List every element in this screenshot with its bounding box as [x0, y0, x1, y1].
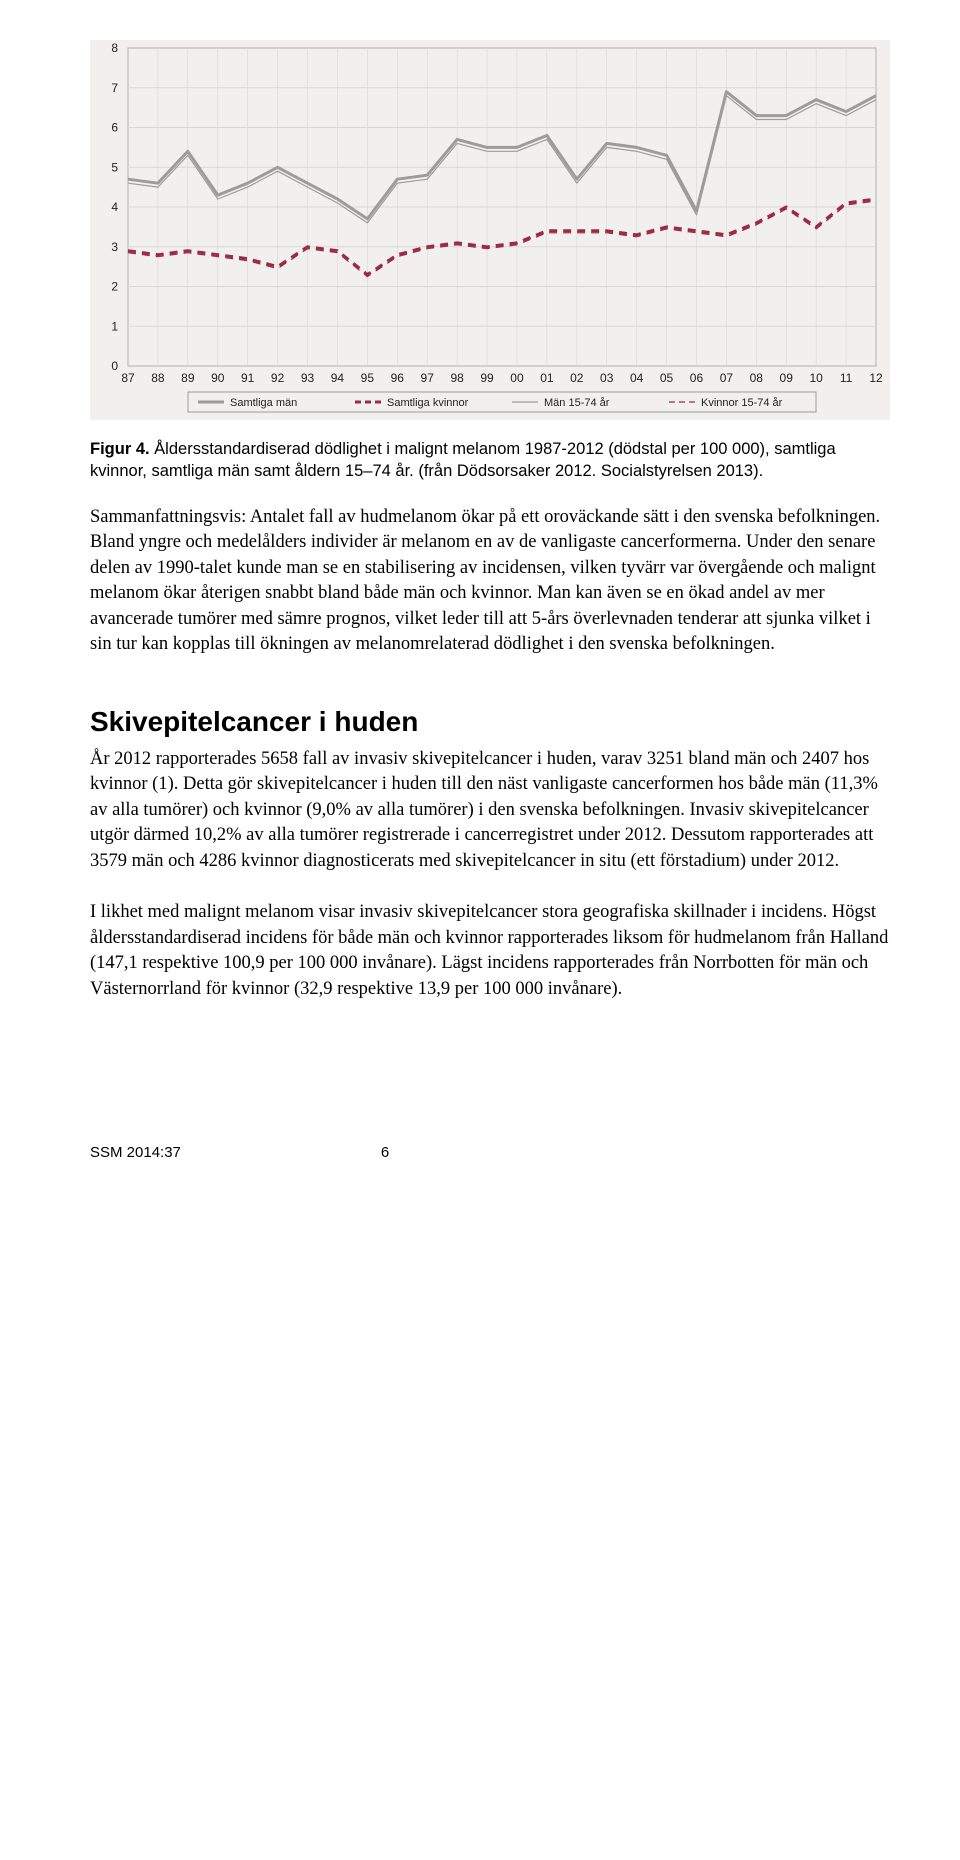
- svg-text:Kvinnor 15-74 år: Kvinnor 15-74 år: [701, 397, 783, 409]
- svg-text:00: 00: [510, 371, 524, 385]
- svg-text:11: 11: [840, 371, 853, 385]
- svg-text:87: 87: [121, 371, 135, 385]
- body-paragraph-3: I likhet med malignt melanom visar invas…: [90, 900, 890, 1002]
- svg-text:07: 07: [720, 371, 734, 385]
- section-heading-skivepitelcancer: Skivepitelcancer i huden: [90, 702, 890, 741]
- svg-text:96: 96: [391, 371, 405, 385]
- svg-text:91: 91: [241, 371, 255, 385]
- svg-text:Män 15-74 år: Män 15-74 år: [544, 397, 610, 409]
- svg-text:09: 09: [780, 371, 794, 385]
- figure-label: Figur 4.: [90, 440, 150, 458]
- body-paragraph-2: År 2012 rapporterades 5658 fall av invas…: [90, 747, 890, 875]
- svg-text:12: 12: [869, 371, 883, 385]
- svg-text:4: 4: [111, 200, 118, 214]
- svg-text:8: 8: [111, 41, 118, 55]
- svg-text:95: 95: [361, 371, 375, 385]
- svg-text:05: 05: [660, 371, 674, 385]
- svg-text:94: 94: [331, 371, 345, 385]
- document-id: SSM 2014:37: [90, 1142, 181, 1163]
- svg-text:06: 06: [690, 371, 704, 385]
- svg-text:90: 90: [211, 371, 225, 385]
- svg-text:93: 93: [301, 371, 315, 385]
- svg-text:6: 6: [111, 121, 118, 135]
- svg-text:92: 92: [271, 371, 285, 385]
- svg-text:99: 99: [480, 371, 494, 385]
- svg-text:1: 1: [111, 319, 118, 333]
- svg-text:97: 97: [421, 371, 435, 385]
- svg-text:02: 02: [570, 371, 584, 385]
- svg-text:01: 01: [540, 371, 554, 385]
- svg-text:08: 08: [750, 371, 764, 385]
- svg-text:88: 88: [151, 371, 165, 385]
- svg-text:89: 89: [181, 371, 195, 385]
- summary-paragraph: Sammanfattningsvis: Antalet fall av hudm…: [90, 505, 890, 658]
- figure-caption: Figur 4. Åldersstandardiserad dödlighet …: [90, 438, 890, 483]
- svg-text:7: 7: [111, 81, 118, 95]
- svg-text:10: 10: [809, 371, 823, 385]
- svg-text:Samtliga män: Samtliga män: [230, 397, 297, 409]
- page-footer: SSM 2014:37 6: [90, 1142, 890, 1163]
- svg-text:04: 04: [630, 371, 644, 385]
- svg-text:98: 98: [450, 371, 464, 385]
- page-number: 6: [381, 1142, 389, 1163]
- svg-text:2: 2: [111, 280, 118, 294]
- svg-text:0: 0: [111, 359, 118, 373]
- mortality-chart: 0123456788788899091929394959697989900010…: [90, 40, 890, 420]
- svg-text:Samtliga kvinnor: Samtliga kvinnor: [387, 397, 469, 409]
- svg-text:3: 3: [111, 240, 118, 254]
- svg-text:03: 03: [600, 371, 614, 385]
- svg-text:5: 5: [111, 160, 118, 174]
- figure-caption-text: Åldersstandardiserad dödlighet i malignt…: [90, 440, 836, 480]
